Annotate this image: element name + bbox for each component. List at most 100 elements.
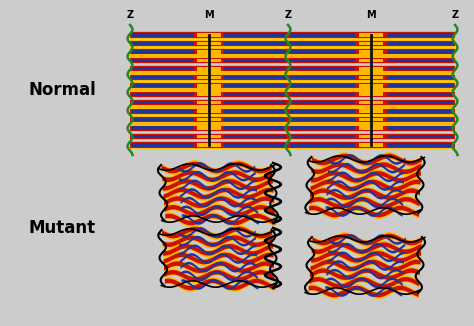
Bar: [224, 84, 286, 87]
Bar: [130, 50, 455, 54]
Bar: [130, 142, 455, 148]
Bar: [359, 84, 383, 87]
Bar: [359, 135, 383, 138]
Bar: [132, 143, 193, 147]
Bar: [197, 93, 221, 96]
Bar: [197, 76, 221, 79]
Bar: [130, 41, 455, 46]
Bar: [130, 33, 455, 37]
Bar: [130, 48, 455, 56]
Bar: [130, 56, 455, 64]
Text: Mutant: Mutant: [28, 219, 96, 237]
Bar: [132, 126, 193, 130]
Bar: [132, 67, 193, 70]
Bar: [359, 93, 383, 96]
Bar: [224, 135, 286, 138]
Text: Z: Z: [451, 10, 458, 20]
Bar: [130, 141, 455, 149]
Bar: [132, 101, 193, 104]
Bar: [224, 143, 286, 147]
Bar: [290, 84, 355, 87]
Bar: [224, 126, 286, 130]
Bar: [388, 118, 453, 121]
Bar: [359, 50, 383, 54]
Bar: [130, 58, 455, 63]
Bar: [359, 42, 383, 45]
Bar: [132, 76, 193, 79]
Bar: [197, 42, 221, 45]
Bar: [130, 83, 455, 88]
Bar: [130, 134, 455, 139]
Bar: [224, 59, 286, 62]
Bar: [359, 110, 383, 113]
Bar: [224, 67, 286, 70]
Bar: [132, 42, 193, 45]
Bar: [359, 143, 383, 147]
Bar: [359, 67, 383, 71]
Bar: [224, 76, 286, 79]
Bar: [388, 67, 453, 70]
Bar: [130, 116, 455, 124]
Bar: [197, 67, 221, 71]
Bar: [130, 99, 455, 107]
Bar: [197, 135, 221, 138]
Bar: [290, 67, 355, 70]
Bar: [130, 126, 455, 131]
Bar: [359, 33, 383, 37]
Bar: [388, 101, 453, 104]
Bar: [197, 59, 221, 62]
Bar: [130, 75, 455, 80]
Bar: [130, 73, 455, 81]
Bar: [359, 101, 383, 104]
Bar: [388, 110, 453, 113]
Bar: [132, 110, 193, 113]
Bar: [224, 93, 286, 96]
Text: M: M: [366, 10, 376, 20]
Bar: [224, 118, 286, 121]
Bar: [132, 59, 193, 62]
Bar: [290, 110, 355, 113]
Bar: [130, 107, 455, 115]
Bar: [197, 126, 221, 130]
Bar: [130, 39, 455, 47]
Bar: [130, 65, 455, 73]
Bar: [388, 93, 453, 96]
Bar: [130, 82, 455, 90]
Bar: [130, 90, 455, 98]
Bar: [132, 50, 193, 53]
Bar: [130, 31, 455, 39]
Bar: [388, 33, 453, 37]
Bar: [290, 118, 355, 121]
Bar: [197, 101, 221, 104]
Bar: [130, 124, 455, 132]
Bar: [224, 42, 286, 45]
Bar: [290, 93, 355, 96]
Bar: [359, 126, 383, 130]
Bar: [388, 42, 453, 45]
Bar: [290, 33, 355, 37]
Bar: [290, 50, 355, 53]
Bar: [388, 84, 453, 87]
Bar: [130, 133, 455, 141]
Bar: [224, 50, 286, 53]
Bar: [130, 109, 455, 114]
Bar: [290, 126, 355, 130]
Bar: [130, 66, 455, 71]
Bar: [132, 118, 193, 121]
Bar: [130, 92, 455, 97]
Bar: [388, 126, 453, 130]
Bar: [388, 50, 453, 53]
Text: M: M: [204, 10, 214, 20]
Bar: [290, 143, 355, 147]
Bar: [132, 93, 193, 96]
Bar: [388, 143, 453, 147]
Bar: [224, 101, 286, 104]
Bar: [290, 42, 355, 45]
Bar: [197, 50, 221, 54]
Bar: [197, 110, 221, 113]
Bar: [290, 135, 355, 138]
Bar: [224, 110, 286, 113]
Bar: [132, 33, 193, 37]
Bar: [130, 100, 455, 105]
Text: Z: Z: [127, 10, 134, 20]
